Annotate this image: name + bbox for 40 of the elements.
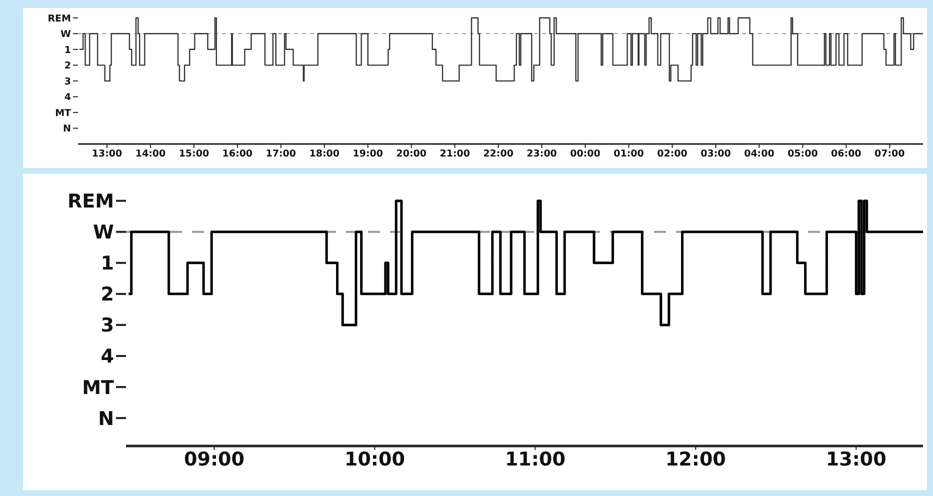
x-tick-label: 19:00 — [352, 148, 384, 160]
x-tick-label: 10:00 — [344, 448, 405, 470]
y-tick-label: 2 — [64, 60, 71, 72]
x-tick-label: 22:00 — [483, 148, 514, 160]
x-tick-label: 14:00 — [135, 148, 166, 160]
x-tick-label: 11:00 — [504, 448, 566, 470]
x-tick-label: 20:00 — [396, 148, 427, 160]
x-tick-label: 02:00 — [657, 148, 688, 160]
y-tick-label: W — [60, 29, 72, 40]
x-tick-label: 15:00 — [178, 148, 210, 160]
x-tick-label: 03:00 — [700, 148, 732, 160]
y-tick-label: MT — [55, 108, 72, 119]
y-tick-label: 4 — [64, 92, 72, 104]
y-tick-label: MT — [82, 376, 114, 399]
y-tick-label: 3 — [100, 314, 114, 337]
x-tick-label: 18:00 — [309, 148, 340, 160]
y-tick-label: REM — [67, 190, 114, 213]
y-tick-label: REM — [48, 13, 71, 24]
x-tick-label: 21:00 — [440, 148, 470, 160]
y-tick-label: 1 — [64, 44, 71, 56]
y-tick-label: W — [93, 222, 114, 244]
x-tick-label: 12:00 — [665, 448, 726, 470]
y-tick-label: N — [63, 124, 72, 135]
x-tick-label: 06:00 — [831, 148, 862, 160]
x-tick-label: 01:00 — [614, 148, 644, 160]
x-tick-label: 05:00 — [788, 148, 818, 160]
y-tick-label: 1 — [100, 252, 114, 275]
x-tick-label: 00:00 — [570, 148, 601, 160]
y-tick-label: N — [98, 408, 114, 430]
y-tick-label: 3 — [64, 76, 71, 88]
x-tick-label: 09:00 — [184, 448, 244, 470]
x-tick-label: 13:00 — [92, 148, 122, 160]
x-tick-label: 13:00 — [826, 448, 886, 470]
x-tick-label: 04:00 — [744, 148, 775, 160]
x-tick-label: 17:00 — [266, 148, 296, 160]
x-tick-label: 07:00 — [874, 148, 906, 160]
y-tick-label: 4 — [100, 346, 114, 368]
x-tick-label: 23:00 — [526, 148, 558, 160]
y-tick-label: 2 — [100, 284, 114, 306]
x-tick-label: 16:00 — [222, 148, 253, 160]
